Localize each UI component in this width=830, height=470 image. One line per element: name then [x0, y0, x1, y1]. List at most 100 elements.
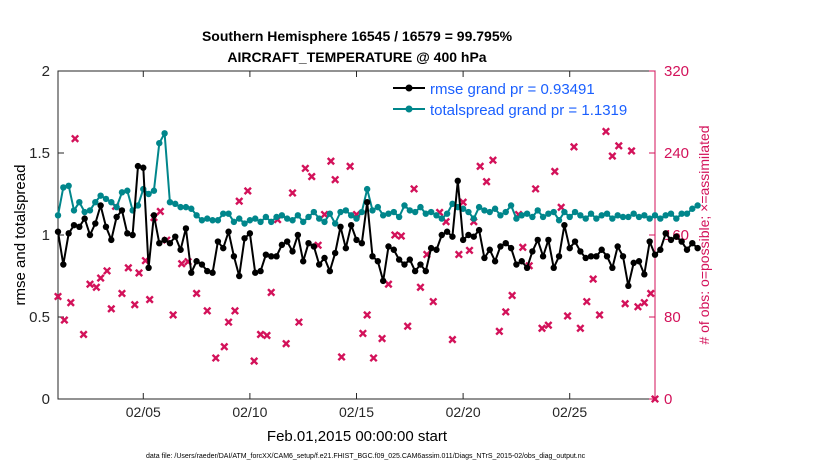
obs-point	[60, 316, 69, 325]
totalspread-point	[678, 210, 685, 217]
obs-point	[320, 210, 329, 219]
totalspread-point	[342, 207, 350, 214]
rmse-point	[662, 230, 669, 237]
totalspread-point	[603, 210, 611, 217]
rmse-point	[156, 240, 163, 247]
obs-x-center	[591, 277, 595, 281]
obs-x-center	[431, 300, 435, 304]
rmse-point	[342, 244, 350, 252]
obs-x-center	[565, 314, 570, 318]
totalspread-point	[113, 203, 120, 211]
obs-point	[550, 167, 559, 176]
totalspread-point	[417, 203, 424, 211]
obs-x-center	[94, 285, 98, 289]
data-file-footnote: data file: /Users/raeder/DAI/ATM_forcXX/…	[146, 453, 586, 460]
obs-point	[576, 324, 585, 333]
rmse-point	[475, 226, 483, 234]
obs-point	[79, 330, 88, 339]
totalspread-point	[198, 217, 206, 224]
chart-title: Southern Hemisphere 16545 / 16579 = 99.7…	[202, 28, 513, 44]
rmse-point	[188, 269, 195, 276]
totalspread-point	[689, 205, 696, 212]
totalspread-point	[172, 200, 179, 208]
obs-x-center	[521, 245, 525, 249]
obs-point	[130, 300, 139, 309]
rmse-point	[427, 244, 435, 252]
obs-x-center	[158, 209, 162, 214]
obs-point	[390, 230, 399, 240]
totalspread-point	[363, 185, 371, 193]
rmse-point	[534, 236, 541, 244]
obs-point	[608, 152, 617, 161]
totalspread-point	[513, 215, 520, 222]
rmse-point	[118, 207, 126, 214]
rmse-point	[230, 253, 238, 260]
obs-x-center	[604, 129, 608, 134]
rmse-point	[220, 244, 227, 252]
totalspread-point	[401, 202, 408, 209]
obs-x-center	[252, 359, 256, 363]
rmse-point	[395, 256, 403, 263]
series-lines	[54, 130, 701, 290]
obs-x-center	[653, 397, 657, 401]
rmse-point	[625, 282, 632, 290]
obs-x-center	[348, 164, 352, 168]
rmse-point	[555, 253, 563, 260]
totalspread-point	[353, 215, 360, 222]
rmse-point	[284, 238, 291, 245]
obs-point	[531, 184, 540, 193]
obs-point	[508, 291, 517, 300]
x-axis-label: Feb.01,2015 00:00:00 start	[267, 428, 448, 445]
totalspread-point	[443, 210, 451, 217]
obs-x-center	[365, 313, 369, 317]
rmse-point	[321, 254, 328, 262]
totalspread-point	[561, 208, 568, 216]
rmse-point	[443, 228, 451, 235]
rmse-point	[113, 213, 120, 221]
totalspread-point	[294, 212, 302, 219]
y-tick-label-left: 1.5	[29, 145, 50, 162]
rmse-point	[694, 244, 701, 252]
obs-x-center	[233, 309, 237, 313]
obs-x-center	[143, 259, 148, 263]
rmse-point	[60, 261, 67, 268]
x-tick-label: 02/20	[446, 404, 481, 420]
obs-x-center	[237, 199, 241, 203]
totalspread-point	[252, 215, 259, 222]
y-axis-right: 080160240320	[649, 63, 689, 408]
obs-point	[145, 295, 154, 304]
rmse-point	[337, 223, 344, 230]
y-axis-left: 0 0.5 1 1.5 2	[29, 63, 64, 408]
totalspread-point	[566, 213, 573, 221]
obs-x-center	[81, 332, 86, 337]
totalspread-point	[358, 208, 366, 216]
obs-x-center	[180, 262, 184, 266]
obs-point	[169, 310, 178, 319]
obs-point	[627, 146, 636, 155]
obs-x-center	[88, 282, 92, 286]
totalspread-point	[369, 207, 376, 214]
obs-point	[282, 339, 291, 348]
obs-x-center	[585, 300, 589, 304]
rmse-point	[305, 240, 312, 247]
chart-subtitle: AIRCRAFT_TEMPERATURE @ 400 hPa	[227, 49, 486, 65]
obs-point	[429, 297, 438, 306]
obs-point	[235, 197, 244, 206]
totalspread-point	[236, 215, 243, 222]
obs-x-center	[393, 233, 397, 237]
obs-point	[107, 304, 116, 313]
legend-spread-marker	[405, 105, 413, 113]
totalspread-point	[65, 182, 72, 189]
y-tick-label-left: 0.5	[29, 309, 50, 326]
rmse-point	[145, 264, 152, 271]
totalspread-point	[438, 215, 445, 222]
obs-point	[250, 357, 259, 366]
obs-x-center	[126, 266, 130, 270]
rmse-point	[129, 231, 136, 239]
rmse-point	[683, 246, 691, 253]
obs-x-center	[284, 342, 288, 346]
rmse-point	[204, 267, 211, 275]
totalspread-point	[497, 212, 504, 219]
totalspread-point	[331, 220, 339, 227]
totalspread-point	[150, 187, 158, 194]
